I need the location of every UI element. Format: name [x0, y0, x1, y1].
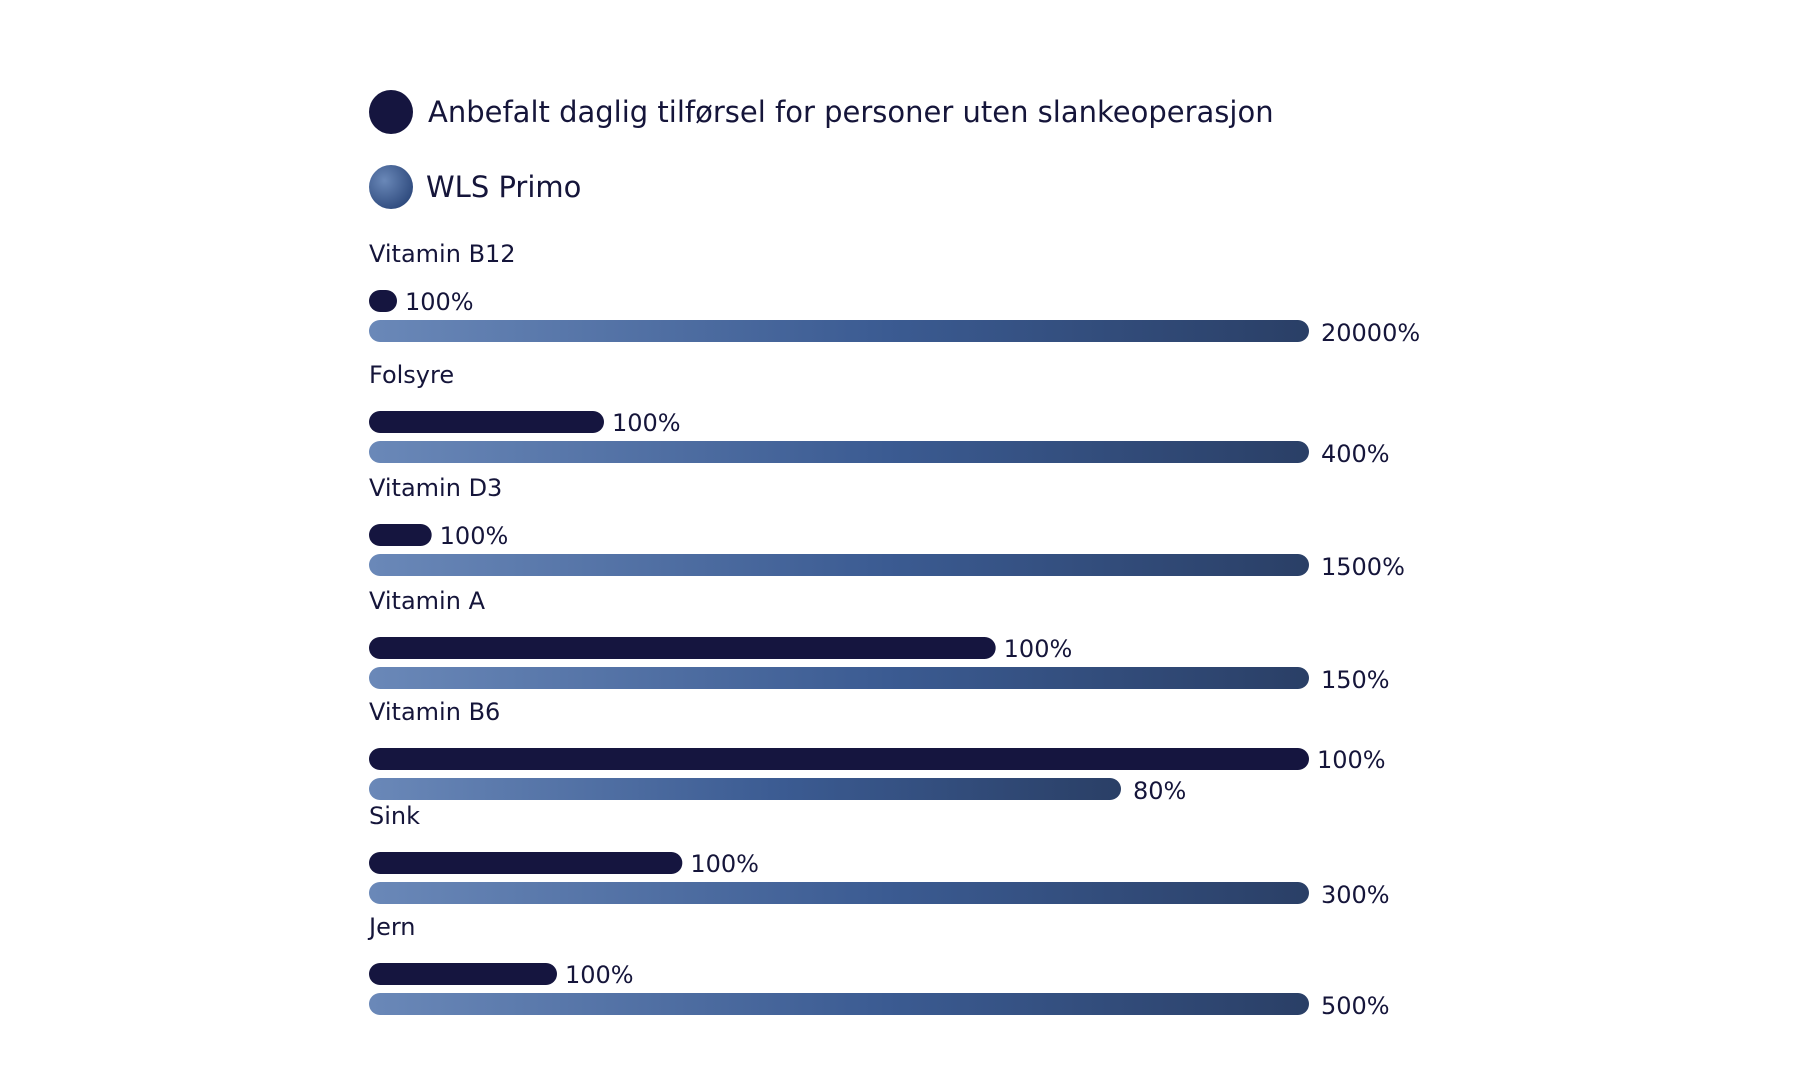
bar-wls-primo-vitamin-b12: [369, 320, 1309, 342]
value-label-wls-primo-vitamin-b6: 80%: [1133, 777, 1186, 805]
bar-wls-primo-folsyre: [369, 441, 1309, 463]
value-label-recommended-vitamin-b6: 100%: [1317, 746, 1386, 774]
bar-recommended-folsyre: [369, 411, 604, 433]
bar-recommended-jern: [369, 963, 557, 985]
bar-wls-primo-vitamin-a: [369, 667, 1309, 689]
value-label-wls-primo-folsyre: 400%: [1321, 440, 1390, 468]
bar-recommended-sink: [369, 852, 683, 874]
bar-recommended-vitamin-b6: [369, 748, 1309, 770]
bar-group-jern: Jern 100% 500%: [367, 913, 1390, 1020]
value-label-recommended-folsyre: 100%: [612, 409, 681, 437]
legend-swatch-wls-primo: [369, 165, 413, 209]
legend-swatch-recommended: [369, 90, 413, 134]
bar-group-vitamin-a: Vitamin A 100% 150%: [369, 587, 1390, 694]
category-label-vitamin-a: Vitamin A: [369, 587, 486, 615]
bar-groups: Vitamin B12 100% 20000% Folsyre 100% 400% Vita…: [367, 240, 1420, 1020]
category-label-vitamin-b6: Vitamin B6: [369, 698, 500, 726]
bar-group-vitamin-b6: Vitamin B6 100% 80%: [369, 698, 1386, 805]
value-label-recommended-vitamin-a: 100%: [1004, 635, 1073, 663]
category-label-folsyre: Folsyre: [369, 361, 454, 389]
value-label-wls-primo-jern: 500%: [1321, 992, 1390, 1020]
value-label-wls-primo-vitamin-b12: 20000%: [1321, 319, 1420, 347]
bar-group-sink: Sink 100% 300%: [369, 802, 1390, 909]
bar-group-vitamin-b12: Vitamin B12 100% 20000%: [369, 240, 1420, 347]
value-label-recommended-vitamin-b12: 100%: [405, 288, 474, 316]
value-label-recommended-sink: 100%: [690, 850, 759, 878]
bar-recommended-vitamin-a: [369, 637, 996, 659]
category-label-jern: Jern: [367, 913, 416, 941]
bar-wls-primo-vitamin-b6: [369, 778, 1121, 800]
category-label-sink: Sink: [369, 802, 420, 830]
bar-wls-primo-vitamin-d3: [369, 554, 1309, 576]
category-label-vitamin-b12: Vitamin B12: [369, 240, 516, 268]
bar-wls-primo-sink: [369, 882, 1309, 904]
bar-recommended-vitamin-d3: [369, 524, 432, 546]
bar-group-folsyre: Folsyre 100% 400%: [369, 361, 1390, 468]
bar-group-vitamin-d3: Vitamin D3 100% 1500%: [369, 474, 1405, 581]
value-label-wls-primo-sink: 300%: [1321, 881, 1390, 909]
value-label-recommended-vitamin-d3: 100%: [440, 522, 509, 550]
value-label-wls-primo-vitamin-a: 150%: [1321, 666, 1390, 694]
chart-legend: Anbefalt daglig tilførsel for personer u…: [369, 90, 1274, 209]
bar-wls-primo-jern: [369, 993, 1309, 1015]
bar-recommended-vitamin-b12: [369, 290, 397, 312]
legend-label-recommended: Anbefalt daglig tilførsel for personer u…: [428, 95, 1274, 129]
value-label-wls-primo-vitamin-d3: 1500%: [1321, 553, 1405, 581]
value-label-recommended-jern: 100%: [565, 961, 634, 989]
legend-label-wls-primo: WLS Primo: [426, 170, 581, 204]
category-label-vitamin-d3: Vitamin D3: [369, 474, 502, 502]
